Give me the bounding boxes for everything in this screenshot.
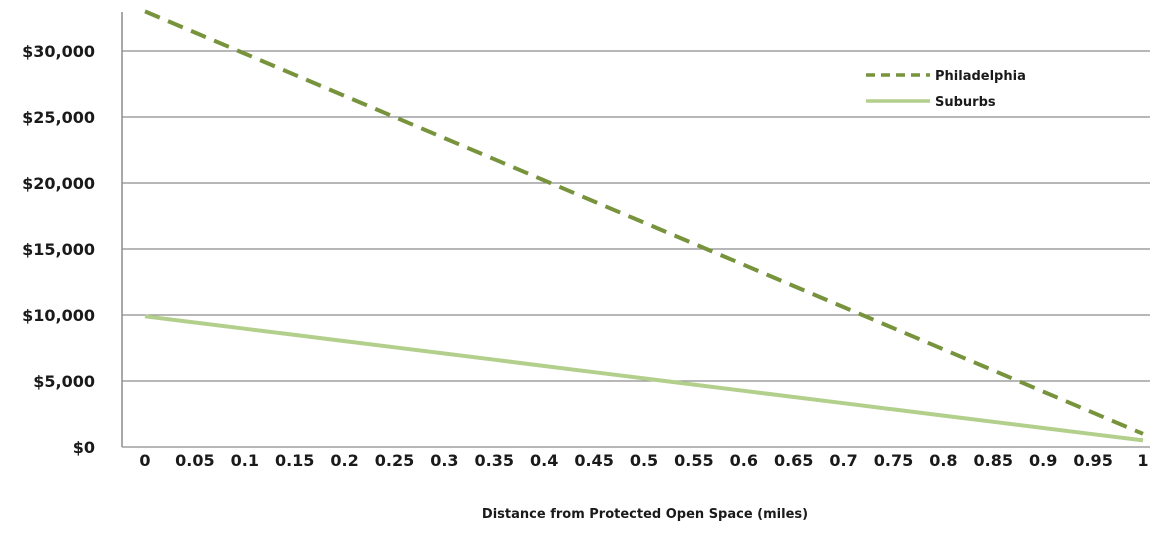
gridlines xyxy=(122,50,1150,448)
x-tick-label: 0.1 xyxy=(231,451,259,470)
y-tick-label: $30,000 xyxy=(22,42,95,61)
x-tick-label: 0.2 xyxy=(330,451,358,470)
legend: Philadelphia Suburbs xyxy=(866,69,1026,110)
series-line-philadelphia xyxy=(144,9,1144,436)
y-tick-label: $15,000 xyxy=(22,240,95,259)
x-tick-label: 0.65 xyxy=(774,451,813,470)
y-tick-label: $25,000 xyxy=(22,108,95,127)
x-tick-label: 0.8 xyxy=(929,451,957,470)
series-line-suburbs xyxy=(144,314,1144,443)
x-tick-label: 0.5 xyxy=(630,451,658,470)
x-tick-label: 0.35 xyxy=(475,451,514,470)
y-tick-label: $20,000 xyxy=(22,174,95,193)
x-tick-label: 0.25 xyxy=(375,451,414,470)
x-tick-label: 0.05 xyxy=(175,451,214,470)
x-axis-ticks: 0 0.05 0.1 0.15 0.2 0.25 0.3 0.35 0.4 0.45 0.5 0.55… xyxy=(139,451,1148,470)
x-tick-label: 0.7 xyxy=(829,451,857,470)
legend-label-suburbs: Suburbs xyxy=(935,95,996,110)
x-tick-label: 0.85 xyxy=(974,451,1013,470)
x-tick-label: 0.3 xyxy=(430,451,458,470)
x-tick-label: 0.95 xyxy=(1073,451,1112,470)
x-tick-label: 0.6 xyxy=(730,451,758,470)
x-tick-label: 0.55 xyxy=(674,451,713,470)
x-tick-label: 0.4 xyxy=(530,451,558,470)
x-tick-label: 0.15 xyxy=(275,451,314,470)
x-tick-label: 1 xyxy=(1137,451,1148,470)
x-tick-label: 0.75 xyxy=(874,451,913,470)
y-tick-label: $0 xyxy=(73,438,95,457)
x-axis-label: Distance from Protected Open Space (mile… xyxy=(482,507,808,522)
y-tick-label: $5,000 xyxy=(33,372,95,391)
y-axis-ticks: $0 $5,000 $10,000 $15,000 $20,000 $25,000 $30,… xyxy=(22,42,95,457)
x-tick-label: 0 xyxy=(139,451,150,470)
y-tick-label: $10,000 xyxy=(22,306,95,325)
x-tick-label: 0.45 xyxy=(574,451,613,470)
x-tick-label: 0.9 xyxy=(1029,451,1057,470)
series-layer xyxy=(144,9,1144,443)
legend-label-philadelphia: Philadelphia xyxy=(935,69,1026,84)
